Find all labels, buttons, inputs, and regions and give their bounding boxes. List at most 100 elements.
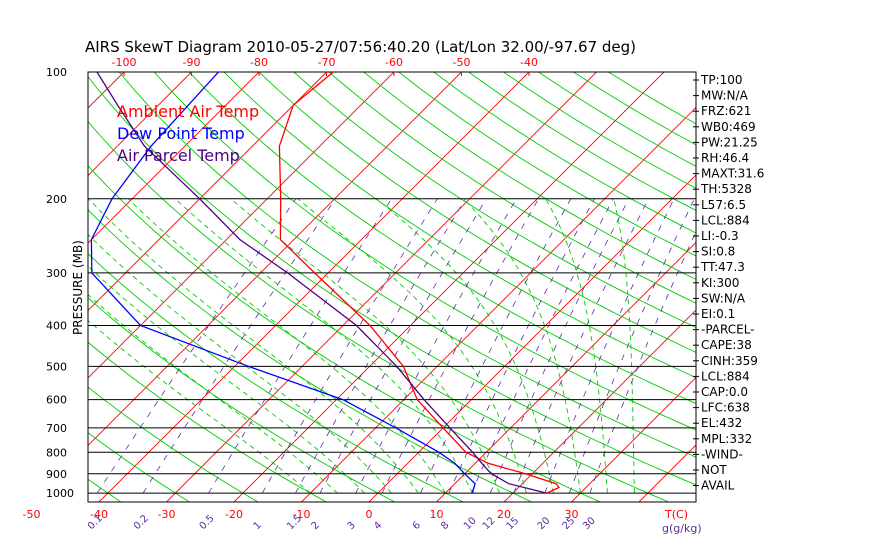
dry-adiabat-line — [363, 72, 696, 280]
mixing-ratio-label: 8 — [439, 520, 451, 532]
index-item: EL:432 — [701, 416, 742, 430]
pressure-tick-label: 700 — [46, 422, 67, 435]
bottom-temp-tick-label: 0 — [366, 508, 373, 521]
index-item: RH:46.4 — [701, 151, 749, 165]
dry-adiabat-line — [88, 432, 190, 502]
index-item: TH:5328 — [700, 182, 752, 196]
legend: Ambient Air Temp Dew Point Temp Air Parcel… — [117, 102, 259, 165]
mixing-ratio-line — [544, 198, 675, 494]
mixing-ratio-unit-label: g(g/kg) — [662, 522, 702, 535]
legend-dewpoint: Dew Point Temp — [117, 124, 245, 143]
plot-frame — [87, 71, 697, 503]
index-item: CINH:359 — [701, 354, 758, 368]
index-item: -WIND- — [701, 447, 743, 461]
mixing-ratio-label: 4 — [372, 520, 384, 532]
index-item: EI:0.1 — [701, 307, 735, 321]
isotherm-line — [88, 72, 395, 379]
index-item: CAP:0.0 — [701, 385, 748, 399]
mixing-ratio-line — [589, 230, 696, 494]
mixing-ratio-label: 3 — [346, 520, 358, 532]
mixing-ratio-line — [569, 198, 695, 494]
bottom-temp-tick-label: -30 — [158, 508, 176, 521]
mixing-ratio-line — [96, 198, 297, 494]
index-item: SW:N/A — [701, 291, 746, 305]
chart-title: AIRS SkewT Diagram 2010-05-27/07:56:40.2… — [85, 38, 636, 56]
bottom-temp-tick-label: 10 — [430, 508, 444, 521]
series-layer — [90, 72, 561, 494]
index-item: TP:100 — [700, 73, 743, 87]
dry-adiabat-line — [88, 75, 696, 486]
dry-adiabat-line — [88, 341, 327, 502]
pressure-tick-label: 300 — [46, 267, 67, 280]
mixing-ratio-line — [261, 198, 438, 494]
dry-adiabat-line — [88, 209, 532, 502]
index-item: PW:21.25 — [701, 135, 758, 149]
moist-adiabat-line — [545, 198, 608, 494]
moist-adiabat-line — [297, 198, 527, 494]
dry-adiabat-line — [328, 72, 696, 304]
index-item: LI:-0.3 — [701, 229, 739, 243]
isotherm-line — [0, 72, 57, 502]
isotherm-line — [166, 72, 597, 502]
index-item: AVAIL — [701, 479, 735, 493]
y-axis-label: PRESSURE (MB) — [71, 240, 85, 335]
dry-adiabat-line — [88, 478, 122, 502]
mixing-ratio-line — [355, 198, 517, 494]
pressure-tick-label: 400 — [46, 320, 67, 333]
dewpoint-line — [90, 72, 476, 494]
top-temp-tick-label: -90 — [183, 56, 201, 69]
top-temp-tick-label: -40 — [520, 56, 538, 69]
bottom-temp-tick-label: -10 — [293, 508, 311, 521]
mixing-ratio-label: 12 — [481, 515, 498, 532]
legend-ambient-temp: Ambient Air Temp — [117, 102, 259, 121]
dry-adiabat-line — [88, 120, 669, 502]
index-item: FRZ:621 — [701, 104, 751, 118]
bottom-temp-tick-label: -40 — [90, 508, 108, 521]
top-temp-tick-label: -60 — [385, 56, 403, 69]
isotherm-line — [503, 309, 696, 502]
dry-adiabat-line — [88, 253, 464, 502]
legend-parcel: Air Parcel Temp — [117, 146, 240, 165]
dry-adiabat-line — [468, 72, 696, 211]
mixing-ratio-label: 6 — [411, 520, 423, 532]
mixing-ratio-line — [295, 198, 466, 494]
index-item: MAXT:31.6 — [701, 167, 764, 181]
index-item: SI:0.8 — [701, 245, 735, 259]
bottom-temp-tick-label: 20 — [497, 508, 511, 521]
pressure-tick-label: 800 — [46, 446, 67, 459]
mixing-ratio-label: 0.2 — [132, 513, 151, 532]
mixing-ratio-label: 2 — [310, 520, 322, 532]
dry-adiabat-line — [153, 72, 696, 431]
mixing-ratio-line — [420, 198, 572, 494]
mixing-ratio-line — [142, 198, 336, 494]
top-temp-tick-label: -80 — [250, 56, 268, 69]
mixing-ratio-line — [513, 198, 649, 494]
isotherm-line — [98, 72, 530, 502]
dry-adiabat-line — [223, 72, 696, 379]
isotherm-line — [88, 72, 192, 177]
isotherm-line — [233, 72, 665, 502]
mixing-ratio-label: 10 — [462, 515, 479, 532]
moist-adiabat-line — [376, 198, 554, 494]
parcel-line — [96, 72, 547, 494]
index-item: LFC:638 — [701, 401, 750, 415]
pressure-tick-label: 1000 — [46, 487, 74, 500]
index-item: -PARCEL- — [701, 323, 755, 337]
dry-adiabat-line — [258, 72, 696, 353]
top-temp-tick-label: -50 — [453, 56, 471, 69]
moist-adiabat-line — [230, 198, 500, 494]
dry-adiabat-line — [118, 72, 696, 458]
frame-layer — [87, 71, 697, 503]
mixing-ratio-label: 0.5 — [198, 513, 217, 532]
index-item: CAPE:38 — [701, 338, 752, 352]
mixing-ratio-line — [448, 198, 595, 494]
mixing-ratio-label: 30 — [581, 515, 598, 532]
dry-adiabat-line — [293, 72, 696, 328]
index-item: LCL:884 — [701, 369, 750, 383]
index-item: LCL:884 — [701, 213, 750, 227]
top-temp-tick-label: -100 — [112, 56, 137, 69]
index-item: NOT — [701, 463, 727, 477]
isotherm-line — [436, 241, 696, 502]
isotherm-line — [774, 72, 870, 502]
